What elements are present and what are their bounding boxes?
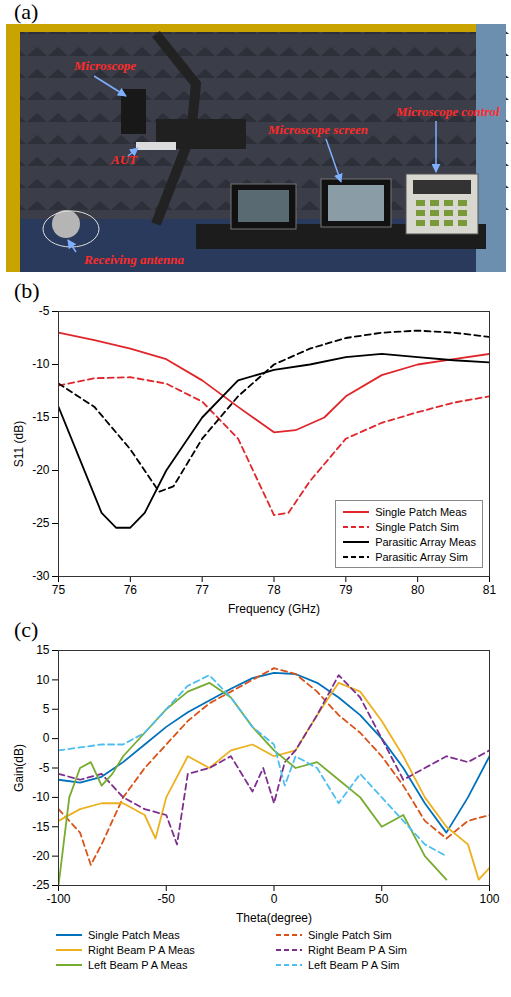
svg-text:Microscope: Microscope <box>73 58 136 73</box>
svg-text:5: 5 <box>43 702 50 716</box>
html-text:Left Beam P A Sim: Left Beam P A Sim <box>308 958 400 971</box>
svg-text:77: 77 <box>195 583 209 597</box>
html-text:Single Patch Meas: Single Patch Meas <box>375 505 467 518</box>
html-text:(b): (b) <box>14 278 40 303</box>
svg-text:80: 80 <box>411 583 425 597</box>
svg-text:Receiving antenna: Receiving antenna <box>83 252 185 267</box>
svg-text:-5: -5 <box>39 761 50 775</box>
svg-text:81: 81 <box>483 583 497 597</box>
html-text:Right Beam P A Meas: Right Beam P A Meas <box>88 943 195 956</box>
svg-text:Gain(dB): Gain(dB) <box>12 744 26 792</box>
html-text:Parasitic Array Meas: Parasitic Array Meas <box>375 535 476 548</box>
svg-text:78: 78 <box>267 583 281 597</box>
svg-text:S11 (dB): S11 (dB) <box>12 421 26 467</box>
html-text:Parasitic Array Sim: Parasitic Array Sim <box>375 550 468 563</box>
svg-text:-100: -100 <box>46 892 70 906</box>
svg-text:0: 0 <box>271 892 278 906</box>
svg-text:15: 15 <box>36 643 50 657</box>
svg-text:Theta(degree): Theta(degree) <box>236 911 312 925</box>
svg-text:AUT: AUT <box>110 152 138 167</box>
svg-text:76: 76 <box>124 583 138 597</box>
html-text:Left Beam P A Meas: Left Beam P A Meas <box>88 958 188 971</box>
svg-text:-25: -25 <box>32 878 50 892</box>
html-text:(a): (a) <box>14 0 39 24</box>
html-text:(c): (c) <box>14 617 39 642</box>
svg-text:-20: -20 <box>32 849 50 863</box>
svg-text:-15: -15 <box>32 820 50 834</box>
svg-text:-10: -10 <box>32 790 50 804</box>
html-text:Single Patch Sim: Single Patch Sim <box>375 520 459 533</box>
svg-text:-10: -10 <box>32 357 50 371</box>
svg-text:-30: -30 <box>32 569 50 583</box>
svg-text:Frequency (GHz): Frequency (GHz) <box>228 602 320 616</box>
svg-text:-5: -5 <box>39 304 50 318</box>
svg-text:-20: -20 <box>32 463 50 477</box>
svg-text:-25: -25 <box>32 516 50 530</box>
svg-text:Microscope screen: Microscope screen <box>267 122 368 137</box>
svg-text:50: 50 <box>375 892 389 906</box>
svg-text:100: 100 <box>479 892 499 906</box>
svg-text:79: 79 <box>339 583 353 597</box>
html-text:Single Patch Sim: Single Patch Sim <box>308 928 392 941</box>
svg-text:75: 75 <box>52 583 66 597</box>
html-text:Single Patch Meas: Single Patch Meas <box>88 928 180 941</box>
svg-text:-15: -15 <box>32 410 50 424</box>
svg-text:-50: -50 <box>158 892 176 906</box>
html-text:Right Beam P A Sim: Right Beam P A Sim <box>308 943 407 956</box>
svg-text:Microscope control: Microscope control <box>395 104 500 119</box>
svg-text:0: 0 <box>43 731 50 745</box>
svg-text:10: 10 <box>36 673 50 687</box>
